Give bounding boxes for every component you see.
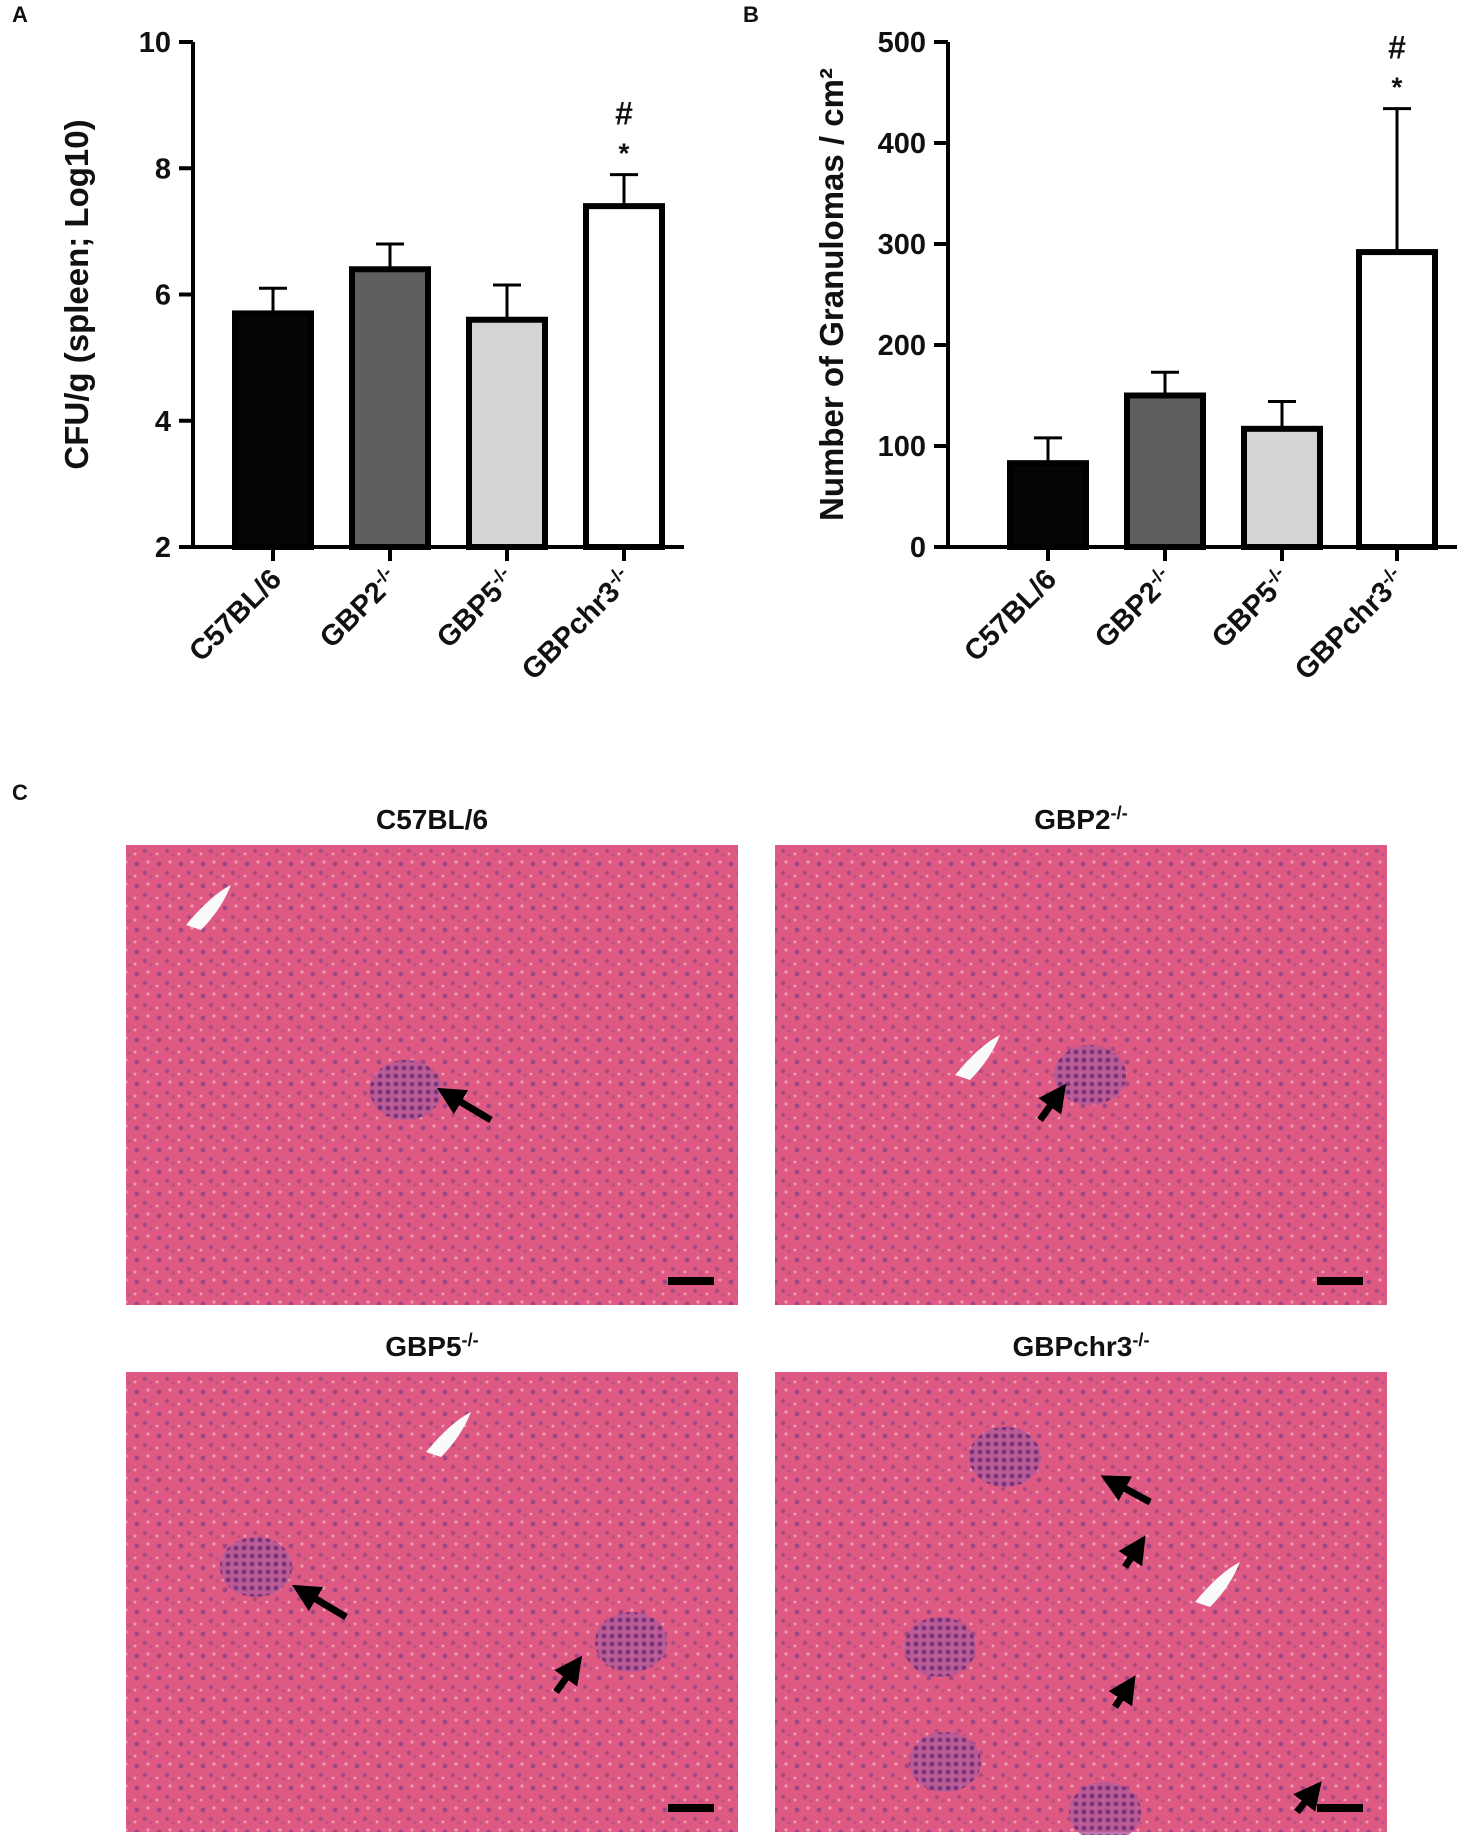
bar — [466, 316, 548, 550]
y-tick-label: 4 — [155, 406, 171, 438]
annotation: # — [615, 96, 633, 132]
arrow — [1100, 1475, 1152, 1506]
panel-label: A — [12, 2, 28, 27]
histology-panel: C C57BL/6 GBP2-/- GBP5-/- GBPchr3-/- — [12, 780, 1387, 1835]
histology-image: GBP2-/- — [775, 803, 1387, 1305]
y-axis-label: Number of Granulomas / cm² — [813, 68, 850, 521]
x-tick-label: C57BL/6 — [183, 563, 288, 668]
image-title: C57BL/6 — [376, 804, 488, 835]
image-title: GBP5-/- — [385, 1330, 478, 1362]
image-title: GBPchr3-/- — [1013, 1330, 1150, 1362]
arrow — [1118, 1535, 1146, 1569]
annotation: * — [619, 138, 630, 169]
x-tick-label: GBPchr3-/- — [1287, 562, 1412, 687]
histology-image: GBPchr3-/- — [775, 1330, 1387, 1835]
bar — [1007, 460, 1089, 551]
y-tick-label: 10 — [139, 27, 171, 59]
y-tick-label: 8 — [155, 153, 171, 185]
granuloma — [909, 1732, 981, 1792]
x-tick-label: GBP2-/- — [312, 562, 405, 655]
x-tick-label: GBPchr3-/- — [514, 562, 639, 687]
scale-bar — [1317, 1277, 1363, 1285]
vessel — [426, 1412, 471, 1457]
y-tick-label: 300 — [878, 229, 926, 261]
bar — [1356, 249, 1438, 551]
bar — [583, 203, 665, 550]
y-tick-label: 6 — [155, 280, 171, 312]
x-tick-label: GBP2-/- — [1087, 562, 1180, 655]
granuloma — [904, 1617, 976, 1677]
y-tick-label: 2 — [155, 532, 171, 564]
arrow — [553, 1655, 583, 1695]
granuloma — [1069, 1782, 1141, 1835]
y-tick-label: 500 — [878, 27, 926, 59]
y-tick-label: 200 — [878, 330, 926, 362]
histology-image: C57BL/6 — [126, 804, 738, 1305]
scale-bar — [668, 1804, 714, 1812]
x-tick-label: GBP5-/- — [1204, 562, 1297, 655]
bar — [349, 266, 431, 550]
y-tick-label: 100 — [878, 431, 926, 463]
granuloma — [1054, 1045, 1126, 1105]
x-tick-label: C57BL/6 — [958, 563, 1063, 668]
arrow — [436, 1087, 493, 1124]
histology-image: GBP5-/- — [126, 1330, 738, 1832]
scale-bar — [668, 1277, 714, 1285]
y-axis-label: CFU/g (spleen; Log10) — [58, 119, 95, 469]
annotation: * — [1392, 72, 1403, 103]
granuloma — [370, 1060, 442, 1120]
tissue — [775, 1372, 1387, 1832]
bar-chart: A CFU/g (spleen; Log10) 2 4 6 8 10 C57BL/6 GBP2-… — [12, 2, 684, 686]
y-tick-label: 0 — [910, 532, 926, 564]
bar — [1124, 392, 1206, 550]
bar — [232, 310, 314, 550]
bar — [1241, 425, 1323, 550]
panel-label: C — [12, 780, 28, 805]
granuloma — [220, 1537, 292, 1597]
vessel — [186, 885, 231, 930]
y-tick-label: 400 — [878, 128, 926, 160]
bar-chart: B Number of Granulomas / cm² 0 100 200 300 400… — [743, 2, 1457, 686]
arrow — [1037, 1083, 1067, 1123]
vessel — [1195, 1562, 1240, 1607]
arrow — [1108, 1675, 1136, 1709]
vessel — [955, 1035, 1000, 1080]
granuloma — [595, 1612, 667, 1672]
panel-label: B — [743, 2, 759, 27]
scale-bar — [1317, 1804, 1363, 1812]
arrow — [1293, 1781, 1322, 1815]
image-title: GBP2-/- — [1034, 803, 1127, 835]
granuloma — [969, 1427, 1041, 1487]
arrow — [291, 1584, 348, 1621]
x-tick-label: GBP5-/- — [429, 562, 522, 655]
annotation: # — [1388, 30, 1406, 66]
tissue — [126, 1372, 738, 1832]
